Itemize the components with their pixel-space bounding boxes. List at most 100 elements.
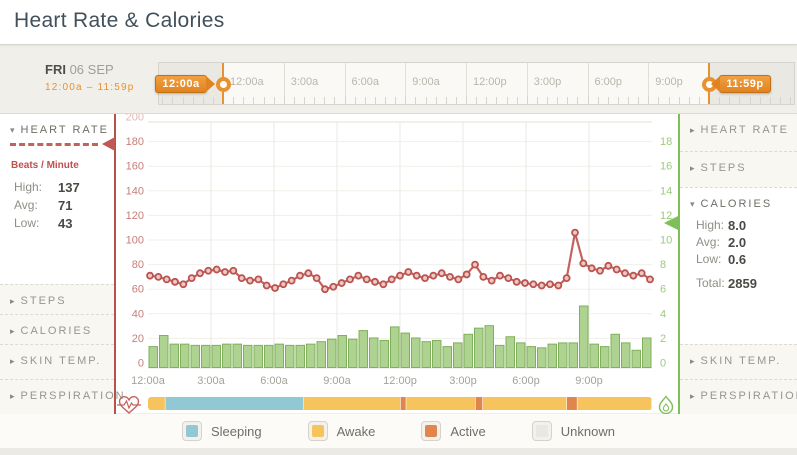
chevron-right-icon: ▸ [10,296,17,306]
calories-bar [526,346,536,368]
heart-rate-point [587,264,596,273]
slider-tick [172,97,174,104]
heart-rate-point [321,285,329,294]
heart-rate-point [396,271,404,280]
slider-gridline [466,63,467,104]
sidebar-item-steps[interactable]: ▸ STEPS [10,295,67,307]
slider-tick-label: 9:00p [655,76,683,88]
right-sidebar: ▸ HEART RATE ▸ STEPS ▾ CALORIES High: 8.0 Avg… [678,114,797,414]
sidebar-item-perspiration[interactable]: ▸ PERSPIRATION [690,390,797,402]
calories-bar [421,341,431,368]
right-axis-tick: 18 [660,136,672,148]
heart-rate-point [146,271,154,280]
slider-tick-label: 12:00p [473,76,507,88]
slider-tick [567,97,569,104]
slider-gridline [405,63,407,104]
left-axis-tick: 40 [132,308,144,320]
calories-bar [516,342,526,368]
slider-tick [435,97,437,104]
slider-start-pill[interactable]: 12:00a [155,75,207,93]
calories-bar [358,330,368,369]
sidebar-item-skin-temp[interactable]: ▸ SKIN TEMP. [10,355,102,367]
heart-rate-point [487,276,496,285]
heart-rate-axis-pointer [102,137,115,151]
sidebar-section-steps: ▸ STEPS [0,284,114,314]
heart-pulse-icon [117,396,141,414]
active-color-swatch [425,425,438,437]
right-axis-tick: 0 [660,358,666,370]
slider-tick [678,97,680,104]
heart-rate-point [629,271,638,280]
x-axis-label: 9:00p [575,375,603,387]
left-axis-tick: 100 [126,235,144,247]
sidebar-item-steps[interactable]: ▸ STEPS [690,162,747,174]
heart-rate-point [337,279,346,287]
stat-high: High: 137 [14,180,80,195]
x-axis-label: 3:00p [449,375,477,387]
date-label: FRI 06 SEP [45,62,114,77]
legend-item-awake: Awake [307,421,375,441]
slider-tick [790,97,791,104]
slider-end-pill[interactable]: 11:59p [719,75,771,93]
heart-rate-point [404,268,413,276]
left-axis-tick: 180 [126,136,144,148]
heart-rate-point [329,282,338,291]
calories-bar [180,343,190,369]
heart-rate-point [171,277,179,286]
calories-bar [411,337,421,368]
slider-tick [273,97,275,104]
slider-tick [233,97,235,104]
time-slider-rail[interactable]: 12:00a 3:00a 6:00a 9:00a 12:00p 3:00p 6:00p 9:0… [155,62,795,105]
stat-low: Low: 43 [14,216,73,231]
sidebar-section-perspiration: ▸ PERSPIRATION [680,379,797,414]
legend-swatch [181,421,202,441]
slider-gridline [648,63,650,104]
sidebar-item-perspiration[interactable]: ▸ PERSPIRATION [10,390,126,402]
slider-tick [486,97,488,104]
calories-bar [400,332,410,368]
heart-rate-series-sample [10,143,98,146]
slider-tick [607,97,609,104]
chevron-down-icon: ▾ [10,125,17,135]
calories-bar [642,337,652,368]
sidebar-item-heart-rate[interactable]: ▸ HEART RATE [690,124,789,136]
activity-segment-awake [148,397,165,410]
calories-bar [495,344,505,368]
calories-bar [190,344,200,368]
legend-label: Unknown [560,423,615,439]
heart-rate-point [354,271,363,280]
slider-tick-label: 6:00a [351,76,380,88]
activity-segment-active [475,397,483,410]
heart-rate-point [537,281,546,290]
heart-rate-point [179,280,188,289]
slider-gridline [283,63,285,104]
slider-tick-label: 3:00a [290,76,319,88]
left-axis-tick: 140 [126,185,144,197]
slider-tick [466,97,467,104]
calories-bar [201,344,211,368]
heart-rate-point [521,279,529,287]
left-sidebar: ▾ HEART RATE Beats / Minute High: 137 Avg:… [0,114,126,414]
slider-tick [779,97,781,104]
heart-rate-point [262,281,271,290]
sidebar-item-skin-temp[interactable]: ▸ SKIN TEMP. [690,355,782,367]
slider-tick [769,97,771,104]
sidebar-section-perspiration: ▸ PERSPIRATION [0,379,126,414]
slider-start-handle[interactable] [216,77,231,92]
calories-bar [264,344,274,368]
sidebar-item-heart-rate[interactable]: ▾ HEART RATE [10,124,109,136]
sidebar-item-calories[interactable]: ▾ CALORIES [690,198,773,210]
heart-rate-point [387,275,396,284]
sidebar-item-calories[interactable]: ▸ CALORIES [10,325,93,337]
slider-tick [526,97,528,104]
slider-tick-label: 12:00a [230,76,264,88]
heart-rate-point [621,269,629,278]
calories-bar [474,327,484,368]
left-axis-tick: 60 [132,284,144,296]
calendar-date-label: 06 SEP [69,62,114,77]
slider-tick [648,97,650,104]
slider-tick [536,97,538,104]
chevron-right-icon: ▸ [10,356,17,366]
slider-tick [354,97,356,104]
activity-segment-sleeping [165,397,304,410]
